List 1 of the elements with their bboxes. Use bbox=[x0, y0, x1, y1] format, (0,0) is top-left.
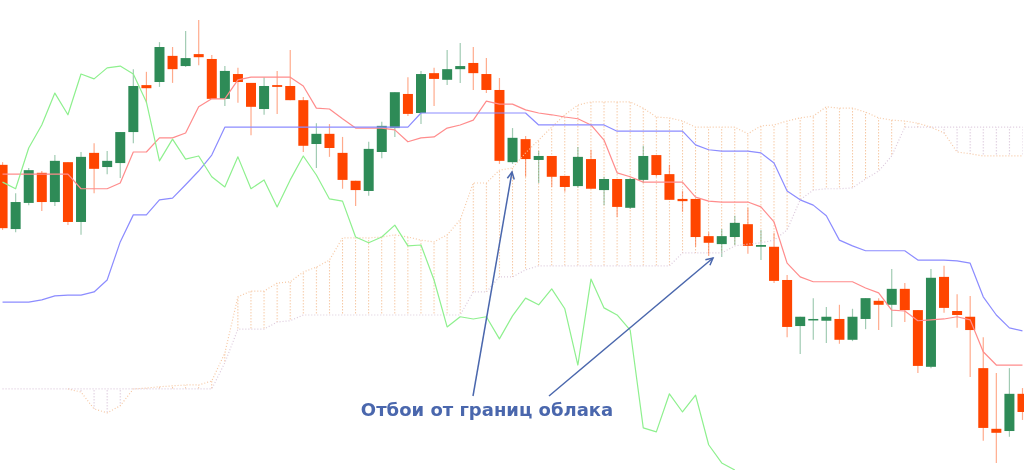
annotation: Отбои от границ облака bbox=[360, 399, 614, 420]
